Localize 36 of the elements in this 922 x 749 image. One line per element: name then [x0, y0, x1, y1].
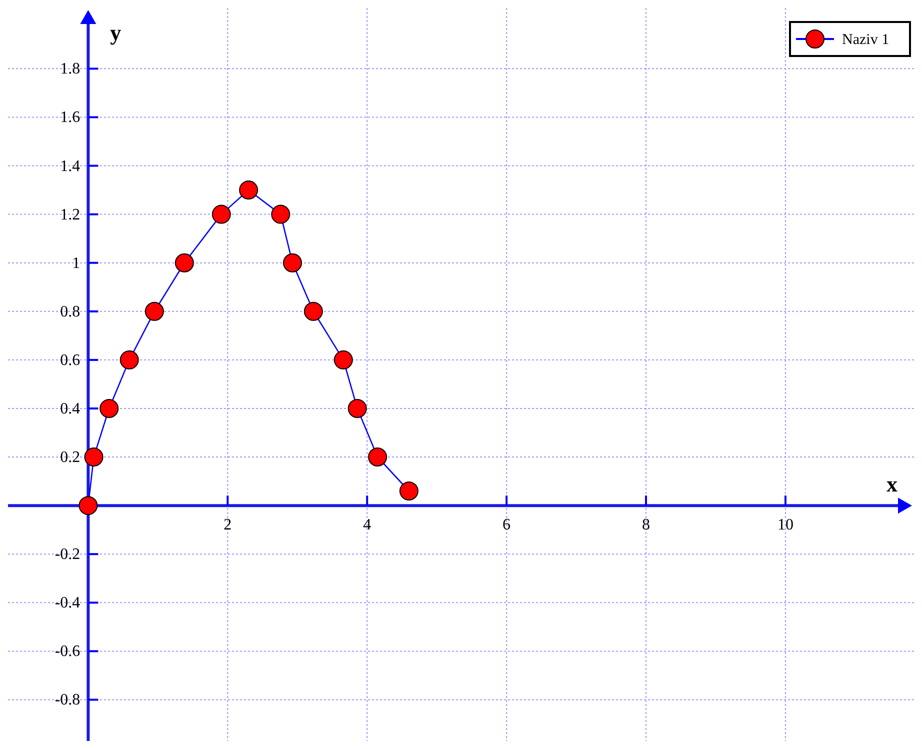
point: [174, 253, 194, 272]
point: [348, 398, 367, 418]
y-tick-label: 1: [72, 254, 80, 272]
legend-label: Naziv 1: [842, 32, 890, 48]
y-tick-label: 1.4: [60, 158, 80, 175]
y-tick-label: 1.6: [60, 109, 80, 126]
point: [282, 253, 302, 272]
point: [120, 350, 139, 370]
point: [100, 398, 119, 418]
y-tick-label: -0.2: [54, 546, 80, 564]
point: [304, 302, 323, 321]
x-tick-label: 6: [502, 516, 511, 534]
point: [78, 496, 98, 516]
point: [144, 302, 164, 321]
x-tick-label: 8: [642, 516, 650, 534]
point: [271, 204, 290, 224]
point: [212, 204, 231, 224]
point: [84, 448, 104, 467]
x-tick-label: 10: [777, 516, 794, 534]
point: [334, 350, 353, 370]
y-axis-title: y: [110, 20, 122, 45]
y-tick-label: 1.2: [60, 206, 80, 224]
y-tick-label: -0.4: [54, 594, 80, 612]
y-tick-label: 0.8: [60, 303, 80, 320]
y-tick-label: 0.6: [60, 352, 80, 369]
y-tick-label: -0.8: [54, 692, 80, 709]
y-tick-label: 1.8: [60, 60, 80, 78]
point: [368, 448, 388, 467]
y-tick-label: 0.2: [60, 449, 80, 466]
x-tick-label: 2: [224, 516, 232, 534]
point: [399, 482, 418, 501]
y-tick-label: 0.4: [60, 400, 80, 418]
y-tick-label: -0.6: [54, 643, 80, 660]
x-tick-label: 4: [363, 516, 372, 534]
x-axis-title: x: [886, 472, 898, 497]
point: [239, 180, 258, 200]
